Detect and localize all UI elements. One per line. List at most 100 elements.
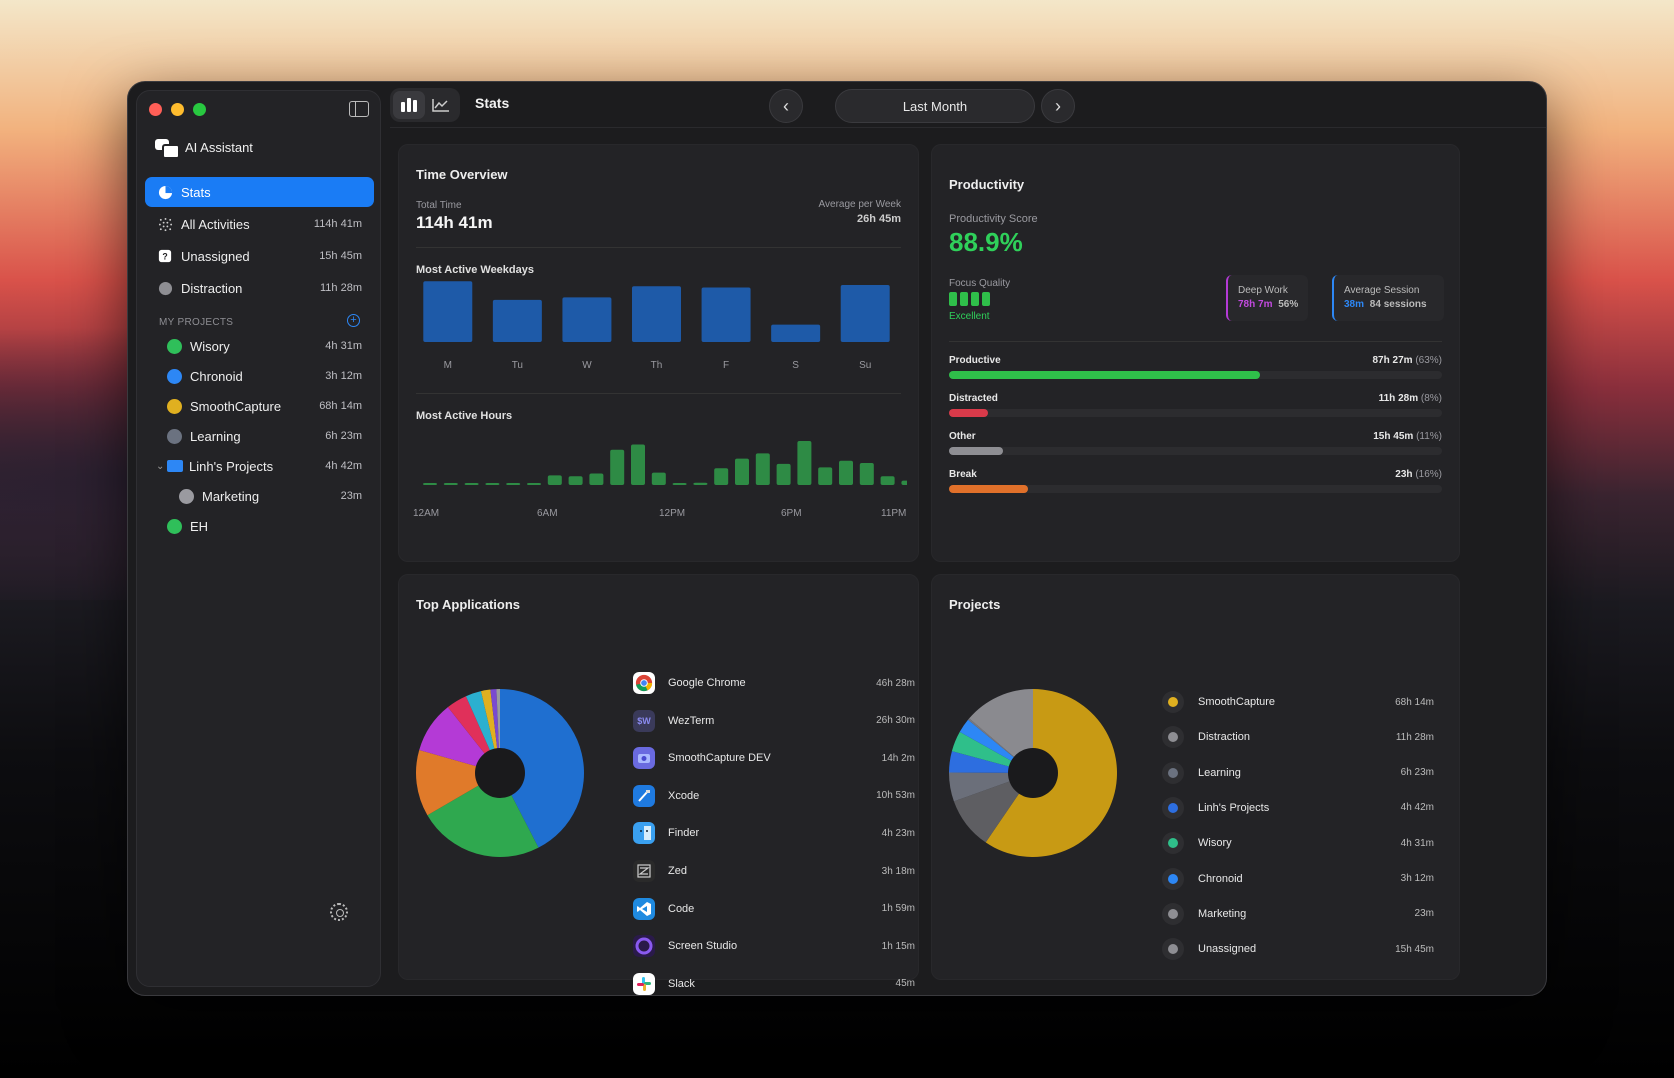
weekday-bar[interactable]	[840, 284, 890, 342]
weekdays-title: Most Active Weekdays	[416, 264, 534, 276]
project-item-wisory[interactable]: Wisory 4h 31m	[145, 331, 374, 361]
app-row[interactable]: Screen Studio 1h 15m	[633, 933, 915, 959]
card-title: Productivity	[949, 177, 1025, 192]
other-value: 15h 45m (11%)	[1373, 431, 1442, 442]
project-row[interactable]: SmoothCapture 68h 14m	[1162, 689, 1434, 715]
hour-bar[interactable]	[651, 472, 666, 485]
hour-bar[interactable]	[672, 483, 687, 485]
project-row[interactable]: Learning 6h 23m	[1162, 760, 1434, 786]
line-chart-icon	[432, 99, 449, 112]
pie-slice[interactable]	[500, 689, 584, 848]
project-time: 23m	[340, 490, 362, 502]
project-row[interactable]: Unassigned 15h 45m	[1162, 936, 1434, 962]
project-row[interactable]: Linh's Projects 4h 42m	[1162, 795, 1434, 821]
hour-bar[interactable]	[610, 449, 625, 485]
close-button[interactable]	[149, 103, 162, 116]
project-row[interactable]: Distraction 11h 28m	[1162, 724, 1434, 750]
bar-percent: (11%)	[1416, 431, 1442, 442]
date-range-selector[interactable]: Last Month	[835, 89, 1035, 123]
hour-bar[interactable]	[547, 475, 562, 485]
weekday-bar[interactable]	[701, 287, 751, 342]
my-projects-heading: MY PROJECTS	[159, 317, 234, 328]
project-item-eh[interactable]: EH	[145, 511, 374, 541]
sidebar-item-time: 15h 45m	[319, 250, 362, 262]
project-row[interactable]: Wisory 4h 31m	[1162, 830, 1434, 856]
ai-assistant-button[interactable]: AI Assistant	[155, 139, 253, 159]
minimize-button[interactable]	[171, 103, 184, 116]
hour-bar[interactable]	[464, 483, 479, 485]
sidebar-item-distraction[interactable]: Distraction 11h 28m	[145, 273, 374, 303]
previous-period-button[interactable]: ‹	[769, 89, 803, 123]
hour-bar[interactable]	[589, 473, 604, 485]
project-row[interactable]: Marketing 23m	[1162, 901, 1434, 927]
smoothcapture-icon	[633, 747, 655, 770]
bar-percent: (16%)	[1415, 469, 1442, 480]
pie-slice[interactable]	[969, 689, 1033, 773]
project-row[interactable]: Chronoid 3h 12m	[1162, 866, 1434, 892]
app-row[interactable]: Slack 45m	[633, 971, 915, 995]
app-row[interactable]: $W WezTerm 26h 30m	[633, 708, 915, 734]
project-item-marketing[interactable]: Marketing 23m	[145, 481, 374, 511]
hour-bar[interactable]	[901, 480, 907, 485]
app-row[interactable]: Xcode 10h 53m	[633, 783, 915, 809]
hour-bar[interactable]	[839, 460, 853, 485]
project-item-smoothcapture[interactable]: SmoothCapture 68h 14m	[145, 391, 374, 421]
hour-bar[interactable]	[506, 483, 521, 485]
project-item-learning[interactable]: Learning 6h 23m	[145, 421, 374, 451]
weekday-bar[interactable]	[562, 297, 612, 342]
sidebar-item-unassigned[interactable]: ? Unassigned 15h 45m	[145, 241, 374, 271]
project-time: 68h 14m	[1395, 696, 1434, 708]
hour-bar[interactable]	[443, 483, 458, 485]
hour-bar[interactable]	[735, 458, 749, 485]
divider	[416, 393, 901, 394]
weekday-bar[interactable]	[632, 286, 681, 342]
hour-bar[interactable]	[818, 467, 833, 485]
hour-bar[interactable]	[568, 476, 583, 485]
project-label: Unassigned	[1198, 943, 1257, 956]
sidebar-toggle-icon[interactable]	[349, 101, 369, 117]
pie-slice[interactable]	[953, 773, 1033, 843]
focus-quality-value: Excellent	[949, 311, 990, 322]
pie-slice[interactable]	[419, 707, 500, 773]
settings-gear-icon[interactable]	[330, 903, 348, 921]
project-item-linhs-projects[interactable]: ⌄ Linh's Projects 4h 42m	[145, 451, 374, 481]
productive-label: Productive	[949, 355, 1001, 366]
hour-bar[interactable]	[485, 483, 500, 485]
toolbar: Stats ‹ Last Month ›	[390, 82, 1546, 128]
project-item-chronoid[interactable]: Chronoid 3h 12m	[145, 361, 374, 391]
app-row[interactable]: Code 1h 59m	[633, 896, 915, 922]
distracted-bar-fill	[949, 409, 989, 417]
hour-bar[interactable]	[755, 453, 770, 485]
weekday-bar[interactable]	[771, 324, 821, 342]
hour-bar[interactable]	[693, 482, 708, 485]
hour-bar[interactable]	[527, 483, 541, 485]
project-label: Marketing	[1198, 907, 1247, 920]
weekday-bar[interactable]	[423, 281, 473, 342]
hour-bar[interactable]	[423, 483, 437, 485]
hour-bar[interactable]	[714, 468, 729, 485]
add-project-icon[interactable]: +	[347, 314, 360, 327]
app-row[interactable]: Google Chrome 46h 28m	[633, 670, 915, 696]
hour-bar[interactable]	[880, 476, 895, 485]
projects-donut-chart	[949, 689, 1117, 857]
project-color-dot	[167, 338, 182, 354]
ai-assistant-label: AI Assistant	[185, 139, 253, 155]
app-row[interactable]: Finder 4h 23m	[633, 820, 915, 846]
hour-bar[interactable]	[631, 444, 645, 485]
zoom-button[interactable]	[193, 103, 206, 116]
sidebar-item-all-activities[interactable]: All Activities 114h 41m	[145, 209, 374, 239]
weekday-bar[interactable]	[492, 299, 542, 342]
chevron-down-icon[interactable]: ⌄	[156, 460, 165, 472]
hour-bar[interactable]	[797, 441, 812, 485]
tab-bar-view[interactable]	[393, 91, 425, 119]
next-period-button[interactable]: ›	[1041, 89, 1075, 123]
app-row[interactable]: Zed 3h 18m	[633, 858, 915, 884]
hour-bar[interactable]	[859, 463, 874, 485]
project-color-dot	[167, 368, 182, 384]
hour-bar[interactable]	[776, 463, 791, 485]
pie-slice[interactable]	[416, 749, 500, 816]
app-row[interactable]: SmoothCapture DEV 14h 2m	[633, 745, 915, 771]
tab-trend-view[interactable]	[425, 91, 457, 119]
sidebar-item-stats[interactable]: Stats	[145, 177, 374, 207]
other-label: Other	[949, 431, 976, 442]
